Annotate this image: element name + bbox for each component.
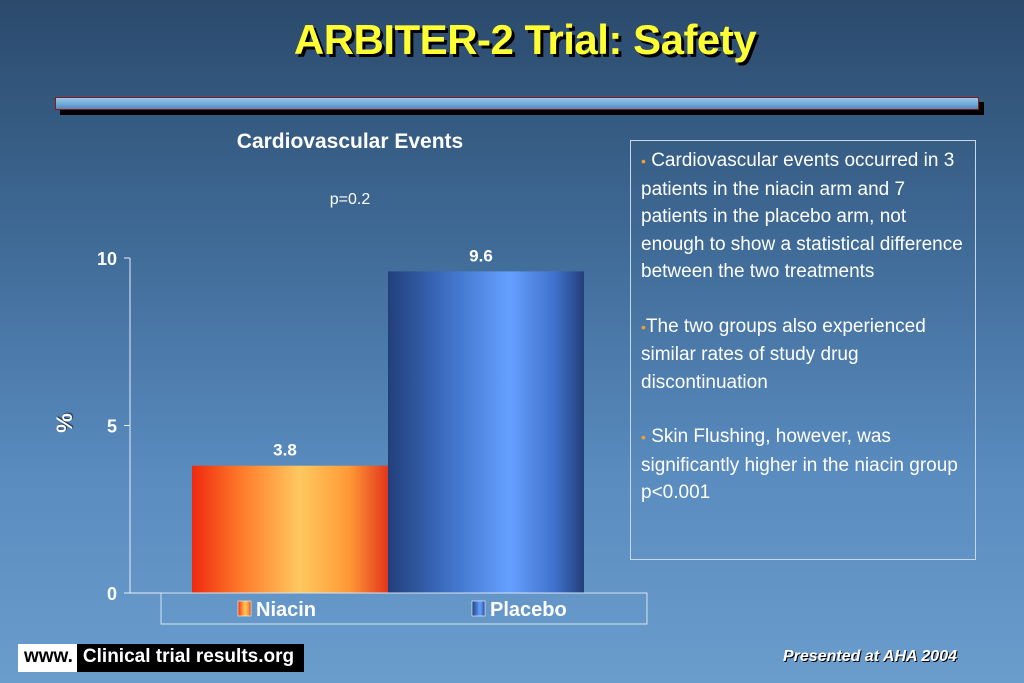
- site-name: Clinical trial results.org: [76, 644, 305, 672]
- slide-title: ARBITER-2 Trial: Safety: [293, 16, 757, 63]
- note-text: The two groups also experienced similar …: [641, 315, 926, 393]
- presented-note: Presented at AHA 2004: [783, 648, 957, 665]
- legend-box: [160, 592, 648, 625]
- y-tick-label: 10: [97, 249, 117, 269]
- p-value-label: p=0.2: [329, 191, 371, 208]
- note-text: Cardiovascular events occurred in 3 pati…: [641, 150, 963, 282]
- data-label: 9.6: [469, 246, 493, 265]
- legend-swatch-placebo: [471, 600, 486, 617]
- bar-placebo: [388, 271, 584, 593]
- site-prefix: www.: [18, 644, 77, 672]
- legend-label-placebo: Placebo: [490, 599, 567, 621]
- bullet-icon: •: [641, 153, 646, 169]
- note-skin-flushing: • Skin Flushing, however, was significan…: [641, 423, 965, 507]
- y-tick-label: 5: [107, 417, 117, 437]
- note-cardiovascular-events: • Cardiovascular events occurred in 3 pa…: [641, 147, 965, 286]
- bar-niacin: [192, 465, 388, 593]
- note-discontinuation: •The two groups also experienced similar…: [641, 313, 965, 397]
- site-banner[interactable]: www. Clinical trial results.org: [18, 644, 305, 672]
- note-text: Skin Flushing, however, was significantl…: [641, 426, 958, 503]
- notes-box: • Cardiovascular events occurred in 3 pa…: [630, 140, 976, 560]
- bullet-icon: •: [641, 429, 646, 445]
- bullet-icon: •: [641, 318, 646, 335]
- legend-label-niacin: Niacin: [256, 599, 316, 621]
- y-tick-label: 0: [107, 584, 117, 604]
- data-label: 3.8: [273, 441, 297, 460]
- title-divider: [55, 97, 979, 110]
- chart-title: Cardiovascular Events: [236, 130, 464, 153]
- legend-swatch-niacin: [237, 600, 252, 617]
